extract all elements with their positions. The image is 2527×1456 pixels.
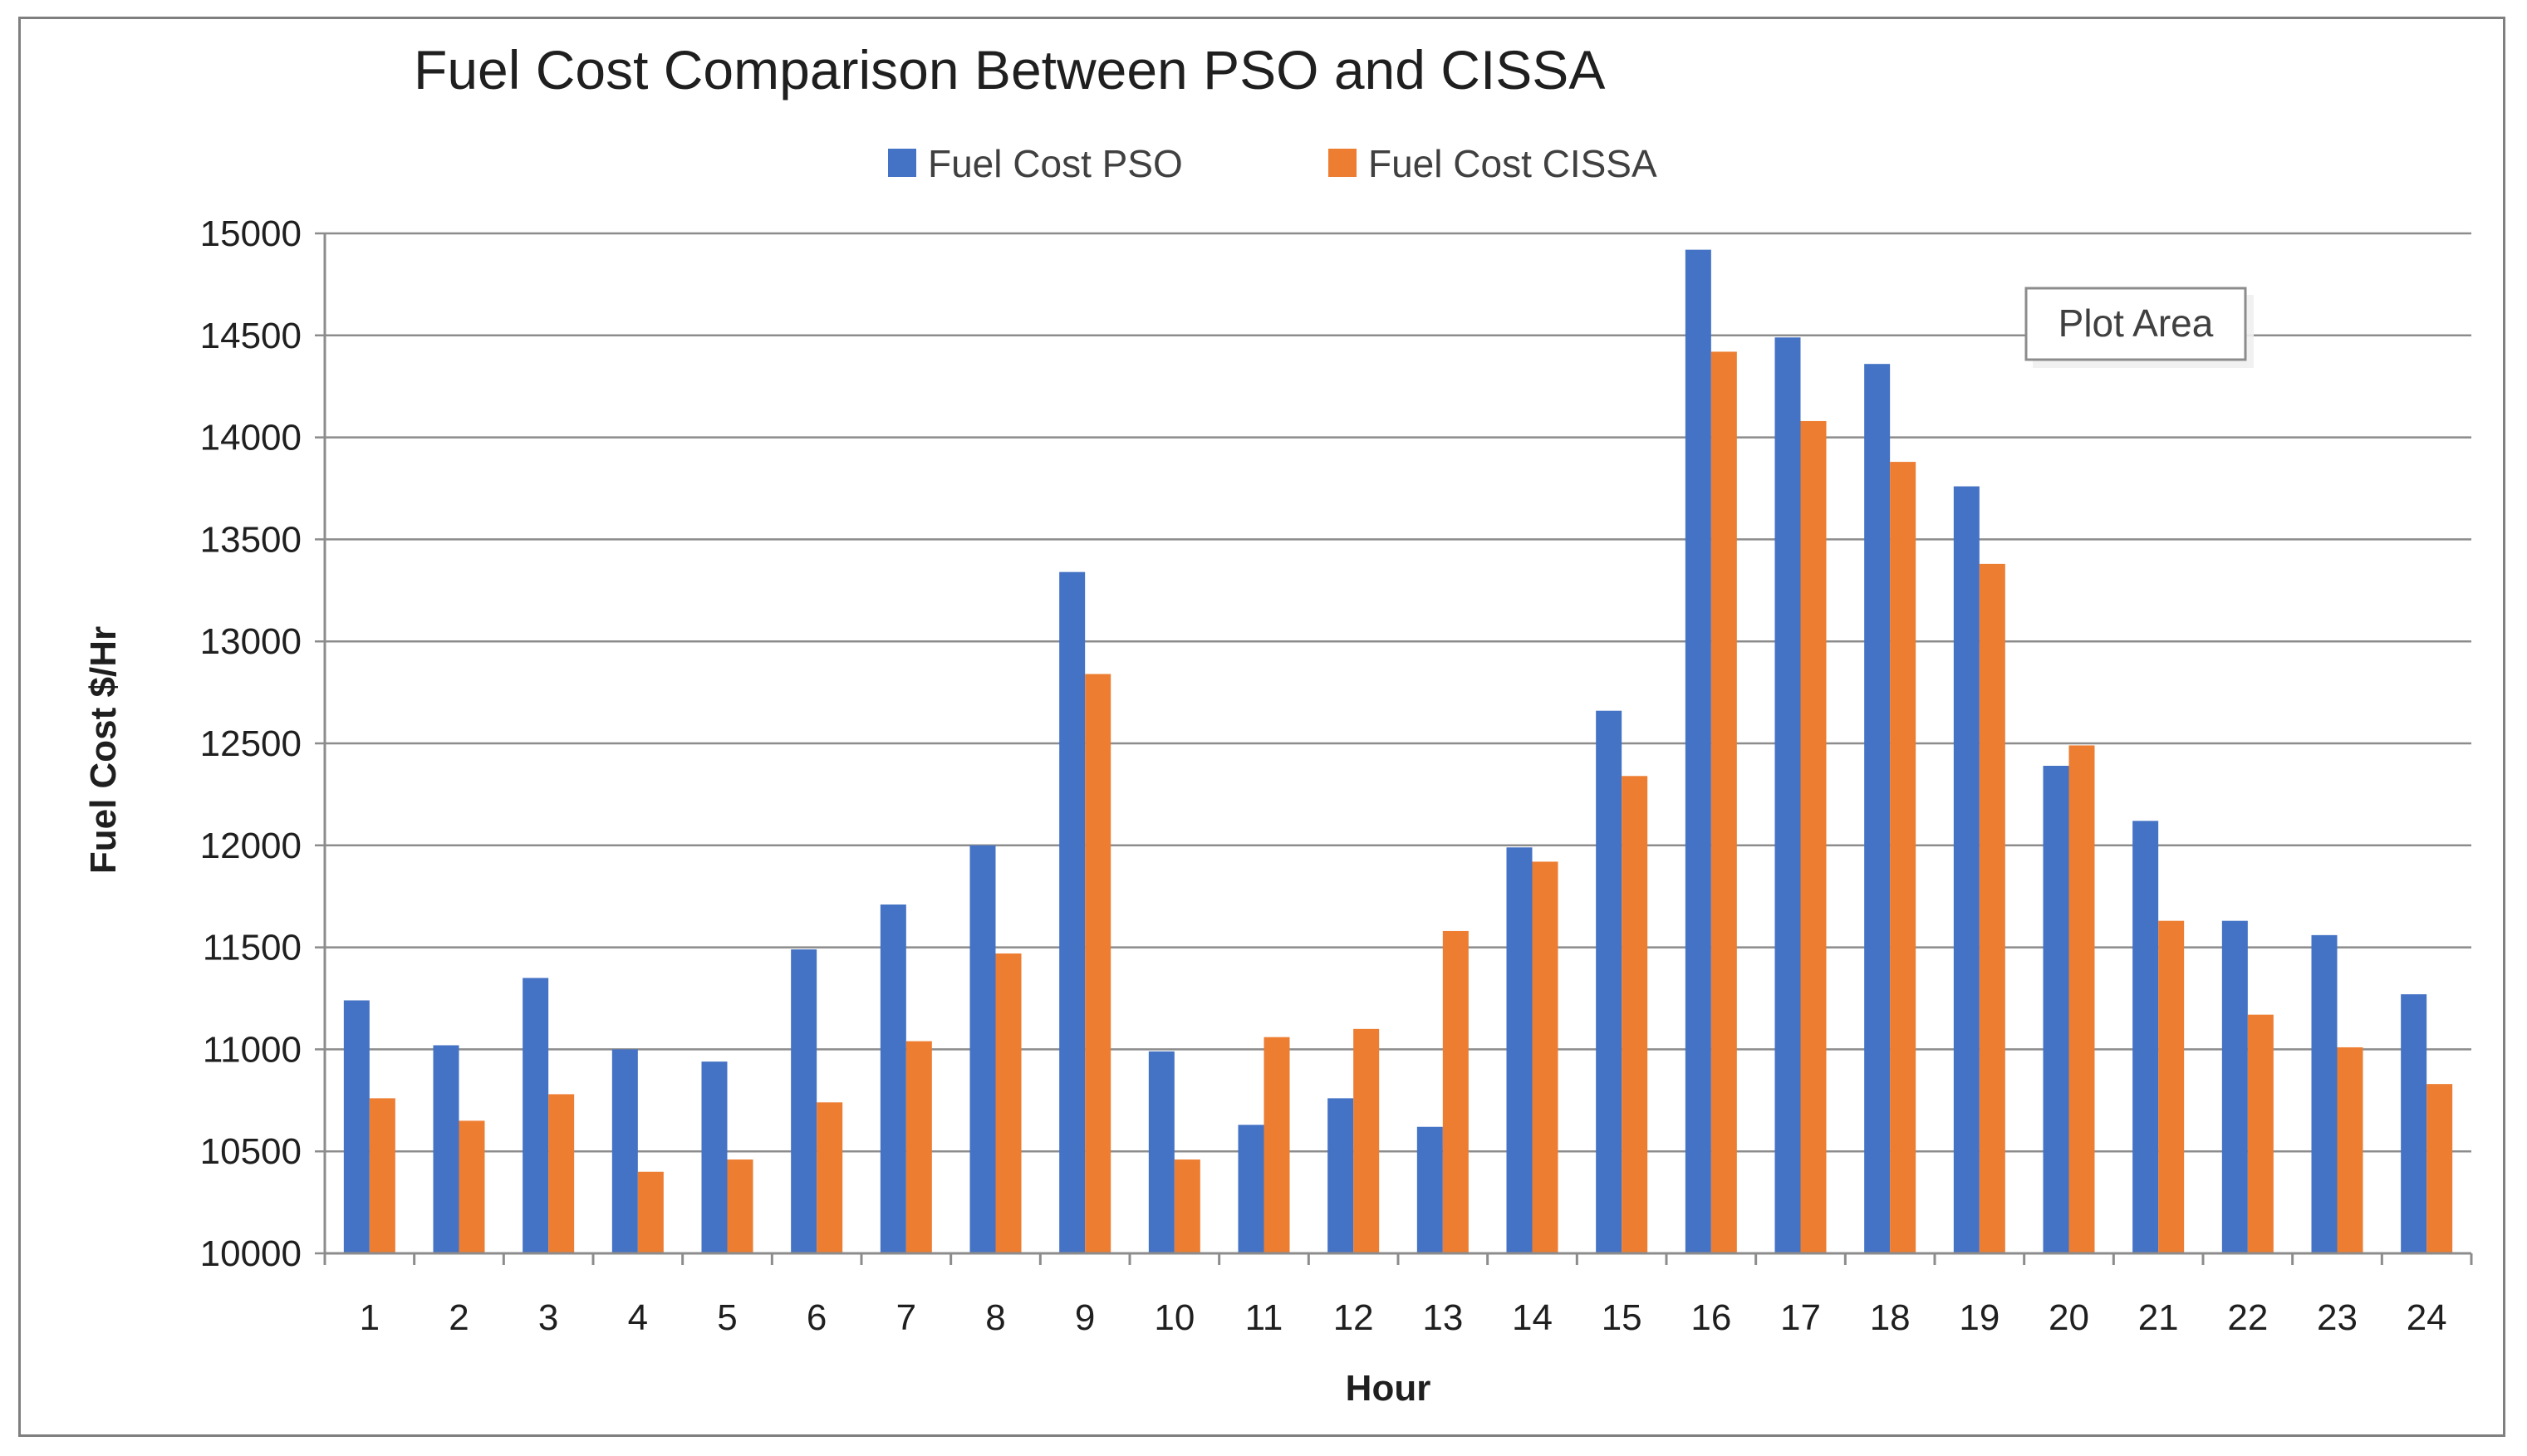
y-tick-label: 11500	[203, 928, 302, 968]
x-axis-title: Hour	[1346, 1368, 1431, 1409]
bar-cissa-hour-17[interactable]	[1800, 420, 1827, 1253]
chart-svg: Fuel Cost Comparison Between PSO and CIS…	[83, 39, 2473, 1409]
y-axis-ticks: 10000 10500 11000 11500 12000 12500 13000 13500…	[200, 213, 302, 1274]
bar-cissa-hour-4[interactable]	[637, 1171, 664, 1253]
bar-cissa-hour-23[interactable]	[2337, 1047, 2363, 1253]
bar-cissa-hour-21[interactable]	[2158, 920, 2185, 1253]
bar-cissa-hour-15[interactable]	[1622, 776, 1648, 1253]
x-tick-label: 17	[1780, 1297, 1821, 1338]
x-tick-label: 15	[1602, 1297, 1642, 1338]
x-tick-label: 6	[807, 1297, 827, 1338]
y-tick-label: 10500	[200, 1131, 302, 1172]
bar-cissa-hour-20[interactable]	[2068, 745, 2095, 1253]
bar-pso-hour-21[interactable]	[2132, 821, 2159, 1253]
bar-pso-hour-12[interactable]	[1327, 1098, 1354, 1253]
bar-pso-hour-8[interactable]	[969, 845, 996, 1253]
x-axis-ticks: 1 2 3 4 5 6 7 8 9 10 11 12 13 14 15 16 17 18 19 20 21 22 23 24	[360, 1297, 2447, 1338]
y-axis-title: Fuel Cost $/Hr	[83, 626, 124, 874]
x-tick-label: 2	[449, 1297, 469, 1338]
x-tick-label: 24	[2407, 1297, 2447, 1338]
x-tick-label: 22	[2227, 1297, 2268, 1338]
x-axis	[323, 233, 2473, 1265]
y-tick-label: 11000	[203, 1029, 302, 1070]
bar-cissa-hour-12[interactable]	[1353, 1028, 1380, 1253]
bar-cissa-hour-8[interactable]	[995, 953, 1022, 1253]
y-tick-label: 15000	[200, 213, 302, 254]
x-tick-label: 13	[1422, 1297, 1463, 1338]
bar-cissa-hour-16[interactable]	[1710, 351, 1737, 1253]
y-tick-label: 12000	[200, 826, 302, 866]
bar-pso-hour-11[interactable]	[1238, 1125, 1264, 1253]
x-tick-label: 4	[628, 1297, 648, 1338]
y-tick-label: 14000	[200, 418, 302, 458]
legend-label-cissa: Fuel Cost CISSA	[1368, 142, 1657, 185]
y-tick-label: 10000	[200, 1233, 302, 1274]
bar-pso-hour-24[interactable]	[2401, 994, 2427, 1253]
bar-cissa-hour-24[interactable]	[2426, 1084, 2453, 1253]
bar-pso-hour-2[interactable]	[433, 1045, 459, 1253]
x-tick-label: 20	[2049, 1297, 2089, 1338]
bar-cissa-hour-19[interactable]	[1979, 563, 2005, 1253]
x-tick-label: 1	[360, 1297, 380, 1338]
bar-pso-hour-17[interactable]	[1774, 337, 1801, 1254]
bar-pso-hour-13[interactable]	[1416, 1126, 1443, 1253]
bar-cissa-hour-13[interactable]	[1442, 930, 1469, 1253]
bar-pso-hour-4[interactable]	[611, 1049, 638, 1253]
bar-cissa-hour-14[interactable]	[1532, 861, 1558, 1253]
x-tick-label: 14	[1512, 1297, 1553, 1338]
y-tick-label: 12500	[200, 723, 302, 764]
bar-pso-hour-10[interactable]	[1148, 1051, 1175, 1253]
x-tick-label: 18	[1870, 1297, 1911, 1338]
x-tick-label: 16	[1690, 1297, 1731, 1338]
bar-cissa-hour-10[interactable]	[1174, 1159, 1200, 1253]
x-tick-label: 21	[2138, 1297, 2179, 1338]
bar-pso-hour-15[interactable]	[1596, 710, 1622, 1253]
bar-cissa-hour-5[interactable]	[727, 1159, 753, 1253]
bar-pso-hour-7[interactable]	[880, 904, 906, 1253]
x-tick-label: 23	[2317, 1297, 2358, 1338]
legend-swatch-cissa	[1328, 149, 1357, 177]
legend-label-pso: Fuel Cost PSO	[928, 142, 1183, 185]
plot-area-tooltip: Plot Area	[2024, 287, 2254, 368]
bar-cissa-hour-3[interactable]	[548, 1094, 575, 1253]
bar-cissa-hour-2[interactable]	[459, 1120, 485, 1253]
bar-cissa-hour-22[interactable]	[2247, 1014, 2274, 1253]
chart-frame: Fuel Cost Comparison Between PSO and CIS…	[18, 17, 2505, 1437]
x-tick-label: 8	[985, 1297, 1005, 1338]
y-tick-label: 13500	[200, 519, 302, 560]
bar-cissa-hour-18[interactable]	[1890, 462, 1916, 1253]
bar-pso-hour-5[interactable]	[701, 1061, 728, 1253]
x-tick-label: 5	[717, 1297, 737, 1338]
bar-pso-hour-22[interactable]	[2221, 920, 2248, 1253]
bar-pso-hour-6[interactable]	[791, 949, 817, 1253]
y-tick-label: 14500	[200, 316, 302, 356]
x-tick-label: 7	[896, 1297, 916, 1338]
bar-cissa-hour-6[interactable]	[817, 1102, 843, 1253]
bar-pso-hour-3[interactable]	[523, 978, 549, 1253]
bar-pso-hour-23[interactable]	[2311, 934, 2338, 1253]
bar-cissa-hour-7[interactable]	[905, 1041, 932, 1253]
bar-pso-hour-14[interactable]	[1506, 847, 1533, 1253]
x-tick-label: 10	[1154, 1297, 1195, 1338]
bar-pso-hour-9[interactable]	[1059, 571, 1086, 1253]
tooltip-label: Plot Area	[2058, 301, 2214, 345]
plot-area[interactable]	[343, 249, 2453, 1254]
bar-pso-hour-20[interactable]	[2043, 766, 2069, 1253]
bar-pso-hour-18[interactable]	[1864, 364, 1891, 1254]
chart-title: Fuel Cost Comparison Between PSO and CIS…	[414, 39, 1605, 100]
bar-cissa-hour-9[interactable]	[1085, 674, 1111, 1253]
bar-pso-hour-1[interactable]	[343, 1000, 370, 1253]
x-tick-label: 11	[1245, 1297, 1283, 1338]
bar-pso-hour-19[interactable]	[1953, 486, 1980, 1253]
x-tick-label: 3	[538, 1297, 558, 1338]
bar-cissa-hour-11[interactable]	[1264, 1037, 1290, 1253]
x-tick-label: 19	[1959, 1297, 2000, 1338]
bar-pso-hour-16[interactable]	[1685, 249, 1711, 1254]
legend-swatch-pso	[888, 149, 916, 177]
y-tick-label: 13000	[200, 621, 302, 662]
x-tick-label: 12	[1333, 1297, 1374, 1338]
legend: Fuel Cost PSO Fuel Cost CISSA	[888, 142, 1657, 185]
bar-cissa-hour-1[interactable]	[369, 1098, 395, 1253]
x-tick-label: 9	[1075, 1297, 1095, 1338]
